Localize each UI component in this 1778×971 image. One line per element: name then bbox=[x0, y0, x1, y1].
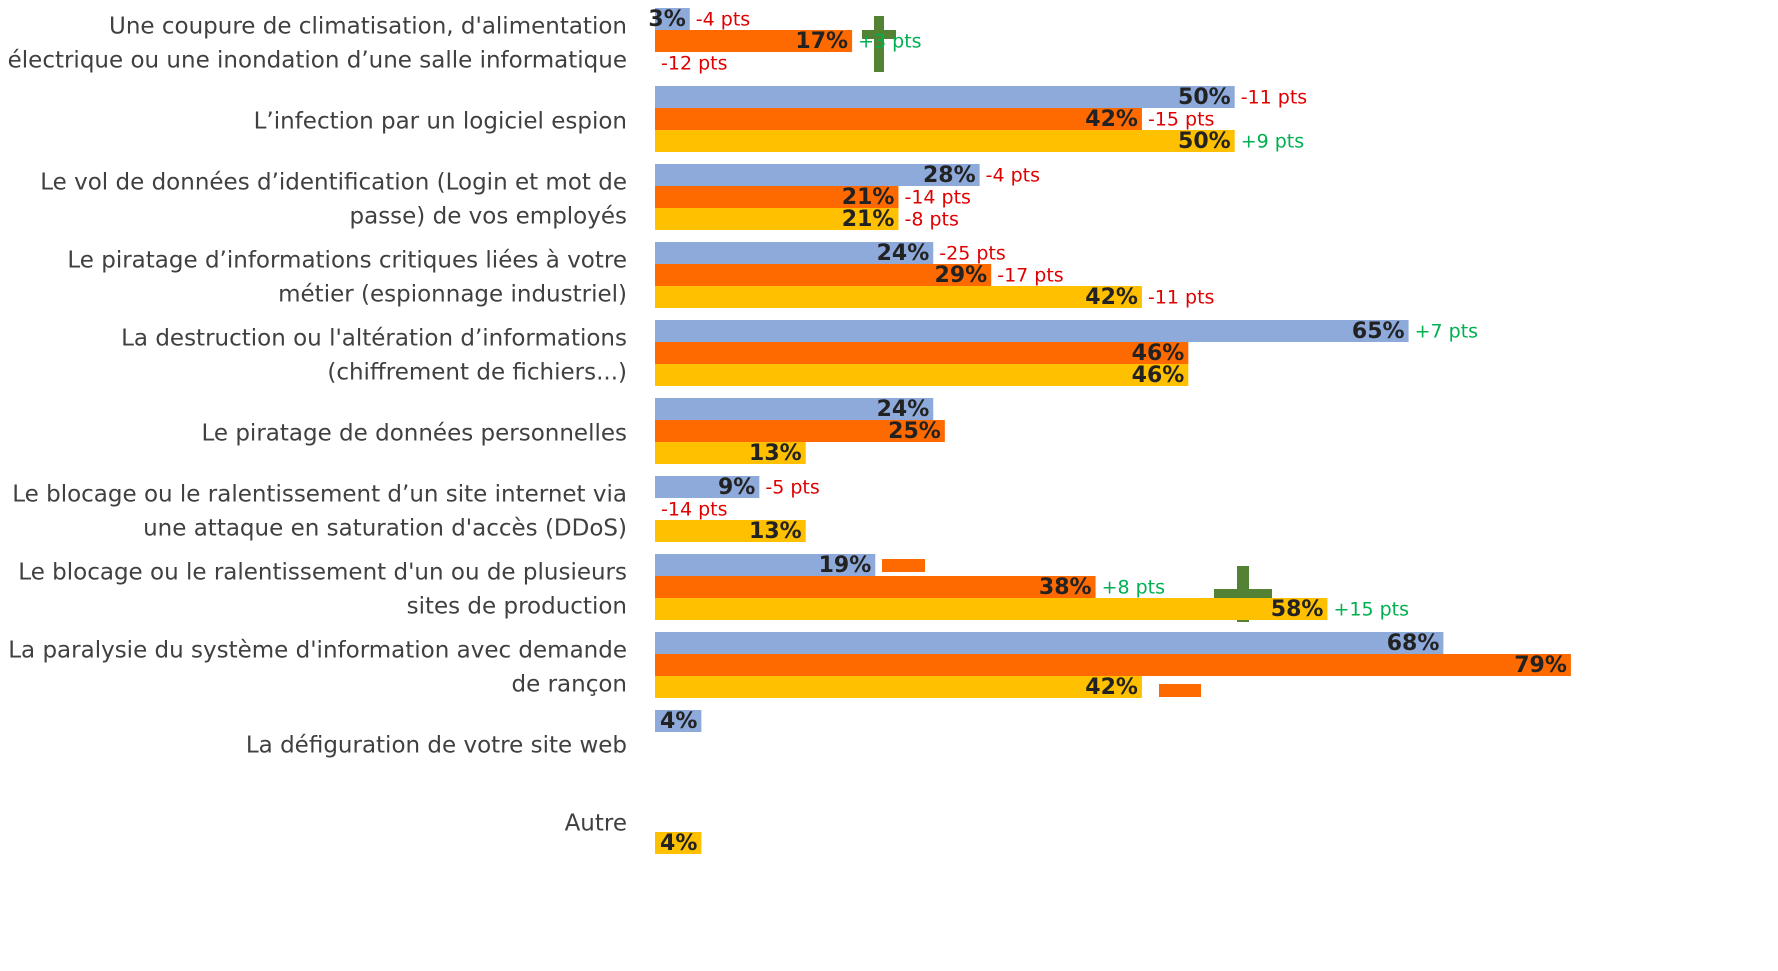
value-label: 21% bbox=[842, 185, 895, 210]
bar bbox=[655, 832, 702, 854]
category-label: une attaque en saturation d'accès (DDoS) bbox=[143, 516, 627, 542]
category-label: Le vol de données d’identification (Logi… bbox=[40, 170, 627, 196]
change-label: -17 pts bbox=[997, 265, 1063, 287]
value-label: 13% bbox=[749, 519, 802, 544]
value-label: 38% bbox=[1039, 575, 1092, 600]
bar bbox=[655, 364, 1189, 386]
change-label: -4 pts bbox=[986, 165, 1040, 187]
change-label: +9 pts bbox=[1241, 131, 1304, 153]
change-label: -25 pts bbox=[939, 243, 1005, 265]
change-label: -5 pts bbox=[765, 477, 819, 499]
change-label: -12 pts bbox=[661, 53, 727, 75]
change-label: -14 pts bbox=[661, 499, 727, 521]
category-label: de rançon bbox=[512, 672, 627, 698]
category-label: La défiguration de votre site web bbox=[246, 733, 627, 759]
bar bbox=[655, 320, 1409, 342]
value-label: 25% bbox=[888, 419, 941, 444]
change-label: -4 pts bbox=[696, 9, 750, 31]
bar bbox=[655, 442, 806, 464]
bar bbox=[655, 242, 934, 264]
value-label: 4% bbox=[660, 831, 697, 856]
bar bbox=[655, 598, 1328, 620]
value-label: 28% bbox=[923, 163, 976, 188]
bar bbox=[655, 676, 1142, 698]
value-label: 50% bbox=[1178, 85, 1231, 110]
value-label: 46% bbox=[1132, 341, 1185, 366]
category-label: Le blocage ou le ralentissement d’un sit… bbox=[12, 482, 627, 508]
bar bbox=[655, 554, 876, 576]
category-label: Une coupure de climatisation, d'alimenta… bbox=[109, 14, 627, 40]
value-label: 46% bbox=[1132, 363, 1185, 388]
category-label: La paralysie du système d'information av… bbox=[8, 638, 627, 664]
bar bbox=[655, 8, 690, 30]
change-label: -8 pts bbox=[904, 209, 958, 231]
value-label: 24% bbox=[877, 397, 930, 422]
value-label: 17% bbox=[795, 29, 848, 54]
bar bbox=[655, 130, 1235, 152]
value-label: 65% bbox=[1352, 319, 1405, 344]
value-label: 42% bbox=[1085, 285, 1138, 310]
value-label: 3% bbox=[648, 7, 685, 32]
bar bbox=[655, 632, 1444, 654]
bar bbox=[655, 164, 980, 186]
change-label: -11 pts bbox=[1241, 87, 1307, 109]
change-label: -15 pts bbox=[1148, 109, 1214, 131]
plus-icon bbox=[874, 16, 884, 72]
value-label: 4% bbox=[660, 709, 697, 734]
bar bbox=[655, 86, 1235, 108]
value-label: 9% bbox=[718, 475, 755, 500]
category-label: électrique ou une inondation d’une salle… bbox=[8, 48, 627, 74]
minus-icon bbox=[1159, 684, 1201, 697]
category-label: Le piratage de données personnelles bbox=[201, 421, 627, 447]
category-label: (chiffrement de fichiers...) bbox=[327, 360, 627, 386]
bar bbox=[655, 30, 853, 52]
category-label: métier (espionnage industriel) bbox=[278, 282, 627, 308]
value-label: 13% bbox=[749, 441, 802, 466]
category-label: sites de production bbox=[407, 594, 627, 620]
value-label: 79% bbox=[1514, 653, 1567, 678]
bar bbox=[655, 710, 702, 732]
change-label: +15 pts bbox=[1333, 599, 1409, 621]
bar bbox=[655, 420, 945, 442]
category-label: Le blocage ou le ralentissement d'un ou … bbox=[18, 560, 627, 586]
minus-icon bbox=[882, 559, 925, 572]
bar bbox=[655, 520, 806, 542]
change-label: -11 pts bbox=[1148, 287, 1214, 309]
category-label: Autre bbox=[565, 811, 627, 837]
value-label: 42% bbox=[1085, 675, 1138, 700]
category-label: La destruction ou l'altération d’informa… bbox=[121, 326, 627, 352]
value-label: 42% bbox=[1085, 107, 1138, 132]
bar bbox=[655, 342, 1189, 364]
bar bbox=[655, 576, 1096, 598]
bar bbox=[655, 108, 1142, 130]
value-label: 24% bbox=[877, 241, 930, 266]
bar bbox=[655, 286, 1142, 308]
bar bbox=[655, 654, 1571, 676]
category-label: Le piratage d’informations critiques lié… bbox=[67, 248, 627, 274]
value-label: 50% bbox=[1178, 129, 1231, 154]
value-label: 19% bbox=[819, 553, 872, 578]
value-label: 21% bbox=[842, 207, 895, 232]
value-label: 29% bbox=[935, 263, 988, 288]
bar bbox=[655, 264, 992, 286]
change-label: +7 pts bbox=[1415, 321, 1478, 343]
bar bbox=[655, 398, 934, 420]
bar bbox=[655, 186, 899, 208]
value-label: 58% bbox=[1271, 597, 1324, 622]
value-label: 68% bbox=[1387, 631, 1440, 656]
change-label: -14 pts bbox=[904, 187, 970, 209]
category-label: passe) de vos employés bbox=[350, 204, 628, 230]
category-label: L’infection par un logiciel espion bbox=[254, 109, 627, 135]
change-label: +8 pts bbox=[1102, 577, 1165, 599]
change-label: +3 pts bbox=[858, 31, 921, 53]
bar bbox=[655, 476, 760, 498]
bar bbox=[655, 208, 899, 230]
